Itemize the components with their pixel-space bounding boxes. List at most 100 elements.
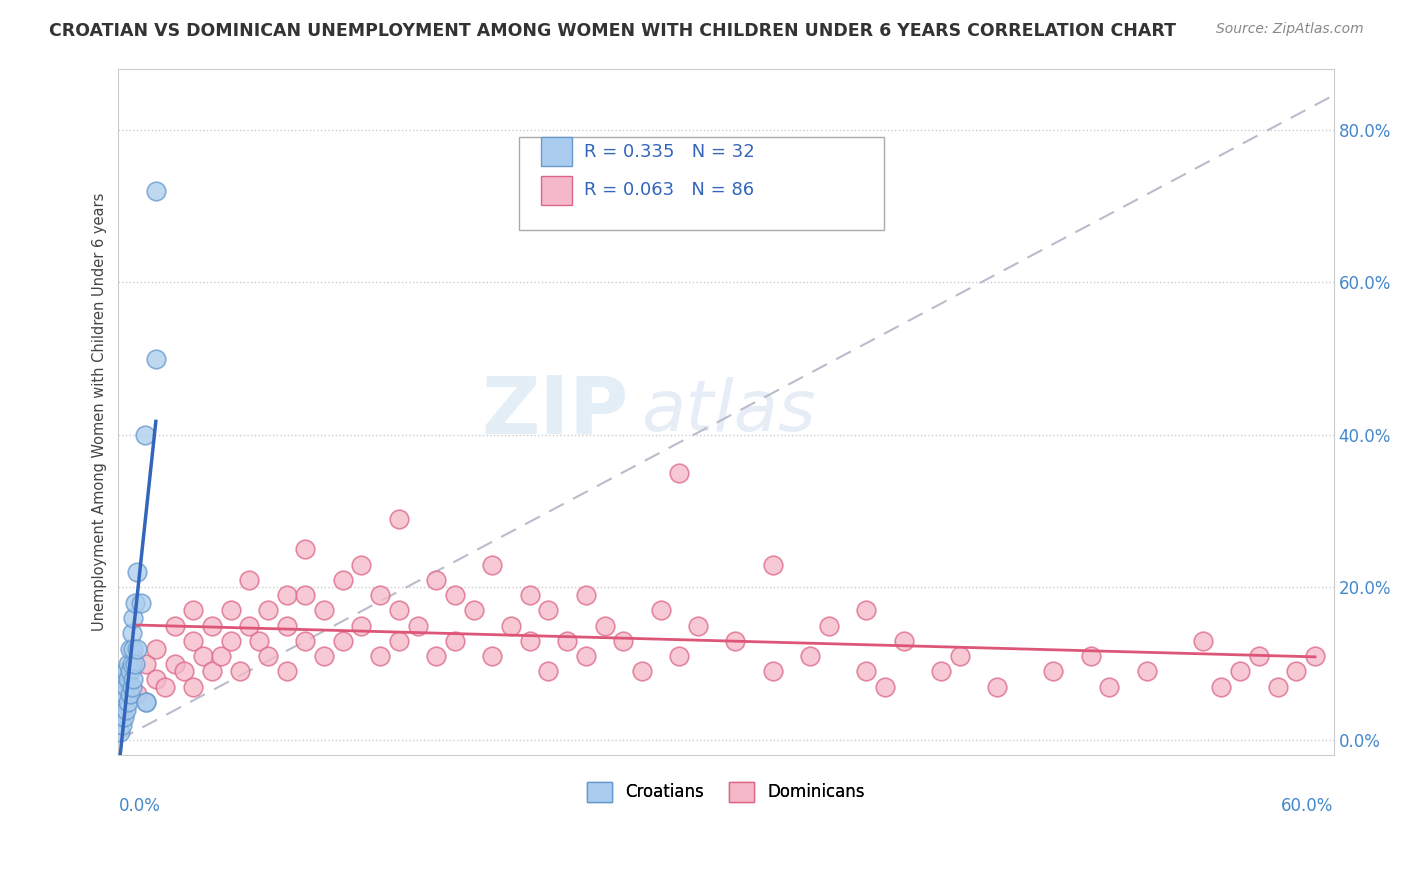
- Text: R = 0.335   N = 32: R = 0.335 N = 32: [583, 143, 755, 161]
- Point: [1303, 649, 1326, 664]
- Point: [112, 710, 135, 724]
- Point: [893, 633, 915, 648]
- Point: [463, 603, 485, 617]
- Point: [111, 718, 134, 732]
- Point: [115, 665, 138, 679]
- Point: [314, 603, 336, 617]
- Point: [257, 603, 280, 617]
- Point: [121, 657, 143, 671]
- Point: [350, 558, 373, 572]
- Point: [118, 641, 141, 656]
- Text: 60.0%: 60.0%: [1281, 797, 1334, 814]
- Legend: Croatians, Dominicans: Croatians, Dominicans: [581, 775, 872, 809]
- Point: [855, 665, 877, 679]
- Point: [276, 588, 298, 602]
- Point: [799, 649, 821, 664]
- Text: atlas: atlas: [641, 377, 815, 446]
- Point: [575, 649, 598, 664]
- Point: [537, 665, 560, 679]
- Point: [724, 633, 747, 648]
- Point: [110, 710, 132, 724]
- Point: [173, 665, 195, 679]
- Point: [201, 618, 224, 632]
- FancyBboxPatch shape: [541, 137, 572, 166]
- Text: Source: ZipAtlas.com: Source: ZipAtlas.com: [1216, 22, 1364, 37]
- Point: [121, 680, 143, 694]
- Point: [1229, 665, 1251, 679]
- Point: [129, 596, 152, 610]
- Point: [124, 657, 146, 671]
- Point: [818, 618, 841, 632]
- Point: [368, 588, 391, 602]
- Point: [145, 641, 167, 656]
- Point: [117, 672, 139, 686]
- Point: [1267, 680, 1289, 694]
- Point: [229, 665, 252, 679]
- Point: [145, 184, 167, 198]
- Point: [481, 649, 503, 664]
- Point: [110, 725, 132, 739]
- Y-axis label: Unemployment Among Women with Children Under 6 years: Unemployment Among Women with Children U…: [93, 193, 107, 632]
- Point: [145, 351, 167, 366]
- Point: [294, 588, 316, 602]
- Point: [332, 573, 354, 587]
- Point: [115, 702, 138, 716]
- Point: [350, 618, 373, 632]
- Point: [276, 618, 298, 632]
- Point: [1247, 649, 1270, 664]
- Point: [444, 588, 467, 602]
- Point: [1211, 680, 1233, 694]
- Point: [134, 427, 156, 442]
- Point: [118, 687, 141, 701]
- Point: [519, 588, 541, 602]
- Point: [247, 633, 270, 648]
- Point: [163, 618, 186, 632]
- Point: [555, 633, 578, 648]
- Point: [368, 649, 391, 664]
- Point: [219, 633, 242, 648]
- Point: [1191, 633, 1213, 648]
- Text: ZIP: ZIP: [482, 373, 628, 451]
- Point: [121, 626, 143, 640]
- Point: [127, 641, 149, 656]
- Point: [238, 618, 260, 632]
- Point: [122, 641, 145, 656]
- Text: CROATIAN VS DOMINICAN UNEMPLOYMENT AMONG WOMEN WITH CHILDREN UNDER 6 YEARS CORRE: CROATIAN VS DOMINICAN UNEMPLOYMENT AMONG…: [49, 22, 1177, 40]
- Point: [238, 573, 260, 587]
- Point: [294, 633, 316, 648]
- Point: [135, 657, 157, 671]
- Point: [612, 633, 634, 648]
- Point: [127, 687, 149, 701]
- Point: [949, 649, 972, 664]
- Point: [873, 680, 896, 694]
- Point: [294, 542, 316, 557]
- Point: [135, 695, 157, 709]
- Point: [257, 649, 280, 664]
- Point: [191, 649, 214, 664]
- Point: [1285, 665, 1308, 679]
- Point: [135, 695, 157, 709]
- Point: [122, 611, 145, 625]
- Point: [388, 512, 411, 526]
- Point: [201, 665, 224, 679]
- Point: [145, 672, 167, 686]
- Point: [762, 558, 785, 572]
- Point: [593, 618, 616, 632]
- Point: [124, 596, 146, 610]
- Point: [332, 633, 354, 648]
- Point: [388, 603, 411, 617]
- Point: [425, 649, 447, 664]
- FancyBboxPatch shape: [519, 137, 884, 230]
- Point: [115, 680, 138, 694]
- Point: [112, 672, 135, 686]
- Point: [1042, 665, 1064, 679]
- Point: [314, 649, 336, 664]
- Point: [209, 649, 232, 664]
- Point: [117, 657, 139, 671]
- Point: [153, 680, 176, 694]
- Point: [537, 603, 560, 617]
- Point: [1136, 665, 1159, 679]
- Point: [1080, 649, 1102, 664]
- Point: [181, 603, 204, 617]
- Point: [118, 665, 141, 679]
